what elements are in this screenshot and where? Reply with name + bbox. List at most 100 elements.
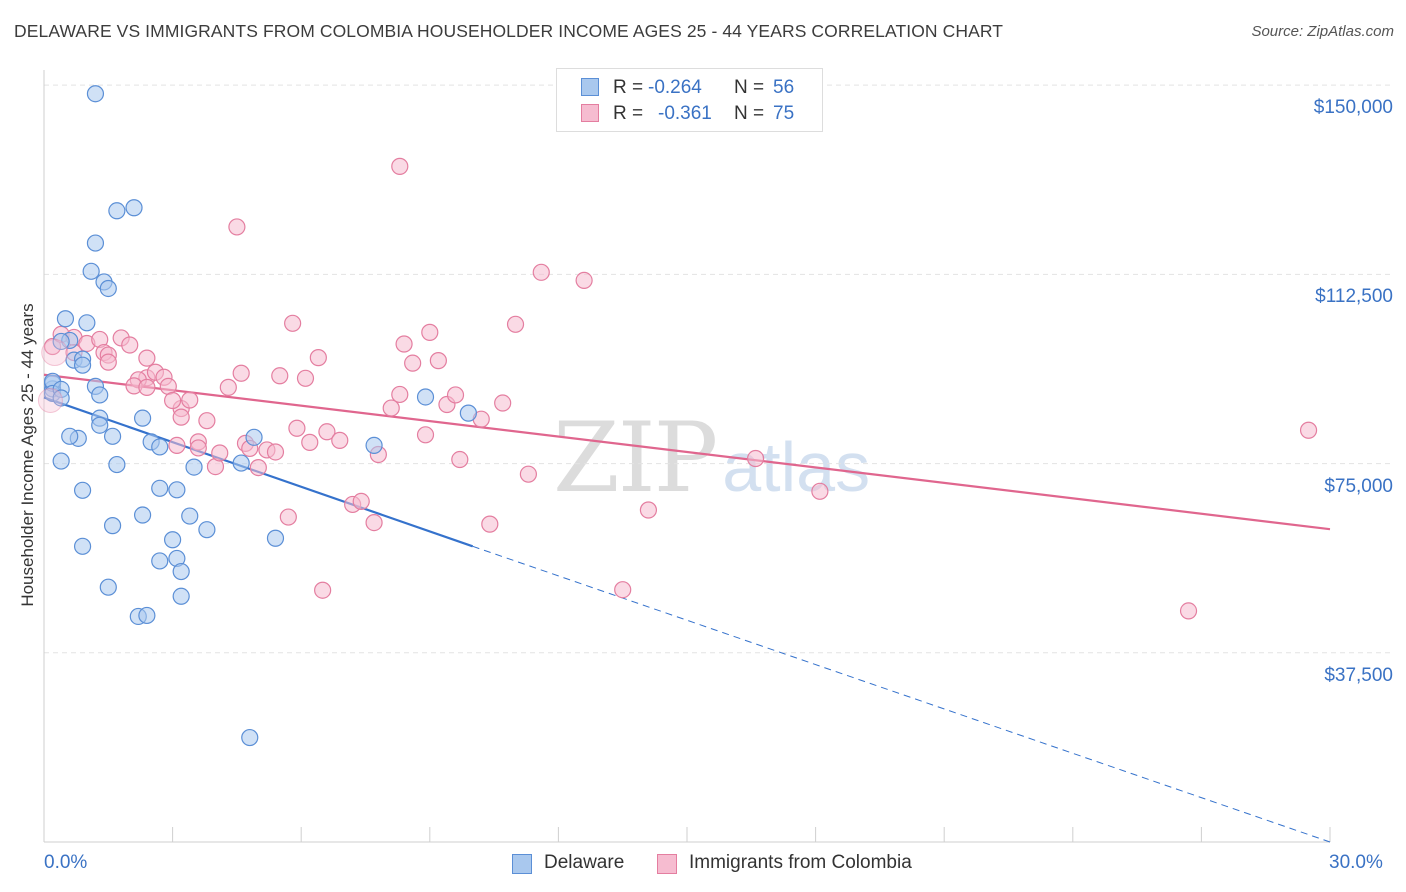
colombia-cluster-point [41,339,69,367]
delaware-point [103,517,122,535]
delaware-point [133,409,152,427]
delaware-point [61,427,79,445]
trend-lines [43,373,1331,843]
colombia-point [429,352,447,370]
colombia-point [159,377,177,395]
x-tick-label: 0.0% [44,852,88,873]
y-axis-title: Householder Income Ages 25 - 44 years [18,303,37,607]
bottom-legend-swatch-colombia [657,854,677,874]
colombia-point [382,399,400,417]
delaware-point [266,529,285,547]
colombia-point [416,426,435,444]
delaware-point [108,202,126,220]
y-tick-label: $75,000 [1324,475,1393,497]
chart-title: DELAWARE VS IMMIGRANTS FROM COLOMBIA HOU… [14,21,1004,41]
colombia-point [198,412,216,430]
legend-swatch-delaware [581,78,599,96]
delaware-point [151,479,169,497]
colombia-point [391,157,409,175]
delaware-point [138,606,156,625]
colombia-point [228,218,246,236]
colombia-point [391,385,409,404]
colombia-point [1179,602,1198,620]
colombia-point [532,263,550,281]
delaware-point [82,262,100,280]
colombia-point [219,378,237,396]
legend-r-value: -0.361 [658,103,712,124]
source-label: Source: ZipAtlas.com [1251,23,1394,40]
delaware-point [164,531,182,549]
colombia-point [365,514,383,532]
colombia-point [331,431,349,449]
delaware-point [185,458,203,476]
colombia-point [271,367,289,385]
colombia-point [164,391,182,410]
colombia-point [421,323,439,341]
delaware-point [172,562,190,581]
x-tick-label: 30.0% [1329,852,1383,873]
delaware-point [91,386,109,404]
delaware-point [198,521,216,539]
y-tick-label: $37,500 [1324,664,1393,686]
colombia-point [519,465,537,483]
delaware-point [56,310,75,328]
delaware-point [73,356,92,374]
colombia-point [138,349,156,367]
colombia-cluster-point [37,387,63,413]
colombia-point [1299,421,1318,439]
legend-n-label: N = [734,77,765,98]
y-tick-label: $150,000 [1313,97,1393,119]
colombia-point [404,354,422,372]
colombia-point [284,314,302,332]
colombia-point [318,423,336,441]
colombia-point [172,408,190,426]
delaware-point [168,481,186,499]
delaware-point [151,552,169,570]
colombia-point [249,459,267,477]
colombia-point [288,419,306,437]
delaware-point [52,389,70,407]
colombia-point [446,386,465,404]
delaware-point [99,578,117,596]
colombia-point [266,443,285,461]
delaware-point [151,438,169,456]
colombia-point [614,581,632,599]
bottom-legend-label: Immigrants from Colombia [689,852,912,873]
delaware-trend-extrapolation [472,545,1331,843]
colombia-point [575,271,593,290]
colombia-point [181,391,199,409]
legend-r-label: R = [613,103,644,124]
delaware-point [125,199,143,217]
delaware-point [416,388,435,406]
delaware-point [365,436,383,455]
colombia-point [138,378,156,396]
bottom-legend-swatch-delaware [512,854,532,874]
colombia-trend-line [43,373,1331,531]
colombia-point [639,501,658,519]
legend-swatch-colombia [581,104,599,122]
delaware-point [73,537,92,555]
delaware-point [86,234,105,252]
colombia-point [168,436,186,455]
delaware-point [232,454,250,472]
legend-r-value: -0.264 [648,77,702,98]
delaware-point [86,85,105,103]
colombia-point [296,369,315,387]
delaware-point [52,452,70,470]
y-tick-label: $112,500 [1315,286,1393,308]
colombia-point [301,433,319,451]
delaware-point [459,404,477,422]
colombia-point [211,444,229,462]
colombia-point [494,394,512,412]
delaware-point [103,427,122,445]
delaware-point [91,416,109,434]
data-points [37,85,1318,747]
delaware-point [133,506,152,524]
colombia-point [451,450,469,469]
colombia-point [481,515,499,533]
legend-r-label: R = [613,77,644,98]
colombia-point [352,492,370,511]
bottom-legend-label: Delaware [544,852,625,873]
legend-n-value: 56 [773,77,795,98]
delaware-point [52,332,70,351]
